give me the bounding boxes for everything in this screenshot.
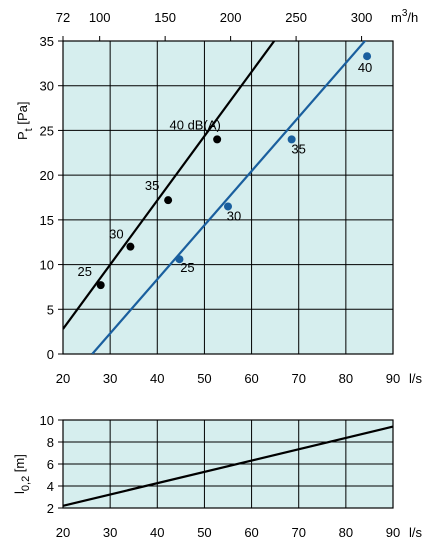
secondary-x-tick-label: 72 (56, 10, 70, 25)
data-point (224, 202, 232, 211)
x-tick-label: 80 (339, 371, 353, 386)
x-tick-label: 80 (339, 525, 353, 540)
y-tick-label: 10 (40, 413, 54, 428)
x-tick-label: 70 (291, 371, 305, 386)
series-line-black (63, 41, 276, 330)
secondary-x-tick-label: 300 (351, 10, 373, 25)
y-tick-label: 25 (40, 123, 54, 138)
x-tick-label: 70 (291, 525, 305, 540)
y-tick-label: 0 (47, 347, 54, 362)
y-tick-label: 5 (47, 302, 54, 317)
x-tick-label: 40 (150, 525, 164, 540)
plot-frame-bottom (62, 419, 394, 509)
data-point (126, 242, 135, 251)
data-point (164, 196, 173, 205)
series-line-blue (91, 41, 367, 354)
y-axis-label: l0,2 [m] (12, 454, 32, 494)
x-tick-label: 40 (150, 371, 164, 386)
secondary-x-tick-label: 100 (89, 10, 111, 25)
y-tick-label: 20 (40, 168, 54, 183)
secondary-x-tick-label: 150 (154, 10, 176, 25)
data-point-label: 25 (77, 264, 91, 279)
data-point (96, 281, 105, 290)
secondary-x-axis-label: m3/h (391, 8, 418, 25)
x-tick-label: 30 (103, 371, 117, 386)
y-tick-label: 10 (40, 258, 54, 273)
y-tick-label: 2 (47, 501, 54, 516)
x-axis-label: l/s (409, 525, 423, 540)
y-tick-label: 4 (47, 479, 54, 494)
plot-frame-top (62, 40, 394, 355)
y-tick-label: 15 (40, 213, 54, 228)
secondary-x-tick-label: 200 (220, 10, 242, 25)
x-tick-label: 20 (56, 525, 70, 540)
data-point (213, 135, 222, 144)
x-tick-label: 90 (386, 525, 400, 540)
series-line-throw (62, 425, 394, 507)
y-axis-label: Pt [Pa] (15, 102, 35, 140)
x-tick-label: 90 (386, 371, 400, 386)
data-point (363, 52, 372, 61)
data-point-label: 25 (180, 260, 194, 275)
data-point (287, 135, 296, 144)
y-tick-label: 35 (40, 34, 54, 49)
data-point-label: 30 (227, 208, 241, 223)
secondary-x-tick-label: 250 (285, 10, 307, 25)
x-axis-label: l/s (409, 371, 423, 386)
x-tick-label: 30 (103, 525, 117, 540)
data-point-label: 35 (145, 178, 159, 193)
data-point-label: 30 (109, 227, 123, 242)
x-tick-label: 60 (244, 525, 258, 540)
y-tick-label: 8 (47, 435, 54, 450)
x-tick-label: 50 (197, 525, 211, 540)
data-point-label: 40 (358, 60, 372, 75)
x-tick-label: 50 (197, 371, 211, 386)
data-point-label: 40 dB(A) (170, 117, 221, 132)
y-tick-label: 6 (47, 457, 54, 472)
data-point-label: 35 (291, 141, 305, 156)
x-tick-label: 20 (56, 371, 70, 386)
x-tick-label: 60 (244, 371, 258, 386)
data-point (175, 255, 184, 264)
y-tick-label: 30 (40, 79, 54, 94)
